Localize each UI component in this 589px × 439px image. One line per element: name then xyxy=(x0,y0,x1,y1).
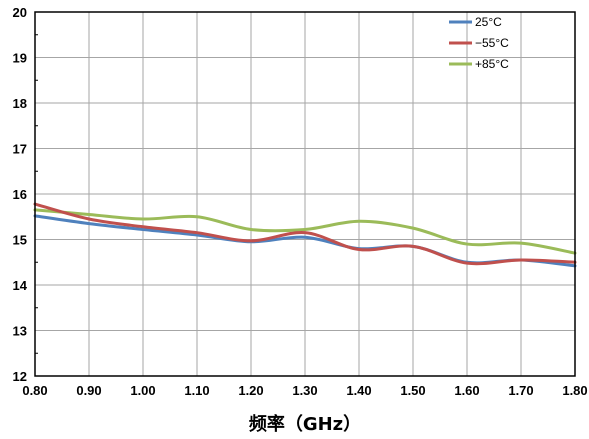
legend: 25°C −55°C +85°C xyxy=(449,15,509,71)
x-tick-label: 1.80 xyxy=(562,383,587,398)
y-tick-labels: 12 13 14 15 16 17 18 19 20 xyxy=(13,5,28,384)
y-tick-label: 20 xyxy=(13,5,27,20)
y-tick-label: 12 xyxy=(13,369,27,384)
legend-label: 25°C xyxy=(475,15,502,29)
x-tick-label: 0.80 xyxy=(22,383,47,398)
y-tick-label: 14 xyxy=(13,278,28,293)
y-tick-label: 19 xyxy=(13,51,27,66)
y-tick-label: 15 xyxy=(13,233,27,248)
x-tick-label: 1.00 xyxy=(130,383,155,398)
x-tick-label: 0.90 xyxy=(76,383,101,398)
series-lines xyxy=(33,202,577,268)
x-tick-label: 1.30 xyxy=(292,383,317,398)
x-tick-label: 1.60 xyxy=(454,383,479,398)
x-tick-labels: 0.80 0.90 1.00 1.10 1.20 1.30 1.40 1.50 1.60 1.70… xyxy=(22,383,587,398)
x-tick-label: 1.10 xyxy=(184,383,209,398)
y-tick-label: 16 xyxy=(13,187,27,202)
y-tick-label: 17 xyxy=(13,142,27,157)
y-tick-label: 18 xyxy=(13,96,27,111)
x-tick-label: 1.50 xyxy=(400,383,425,398)
plot-frame xyxy=(34,11,576,377)
legend-label: +85°C xyxy=(475,57,509,71)
x-tick-label: 1.40 xyxy=(346,383,371,398)
x-tick-label: 1.70 xyxy=(508,383,533,398)
y-tick-label: 13 xyxy=(13,324,27,339)
legend-label: −55°C xyxy=(475,36,509,50)
x-axis-title: 频率（GHz） xyxy=(249,413,361,435)
x-tick-label: 1.20 xyxy=(238,383,263,398)
